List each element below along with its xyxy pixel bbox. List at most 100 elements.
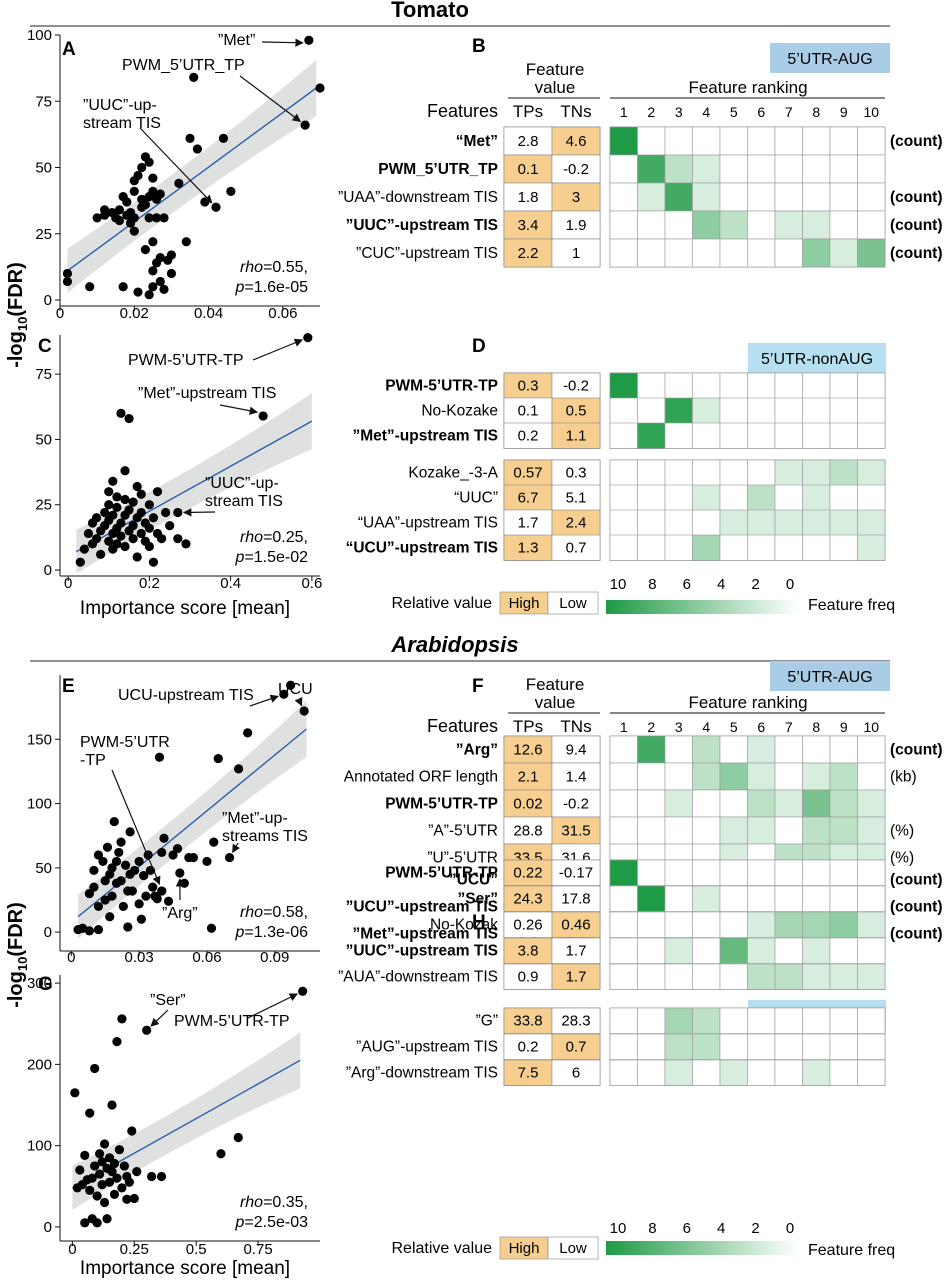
legend-scale-label: 0 — [786, 1220, 794, 1237]
annotation-line: streams TIS — [222, 828, 308, 845]
heatmap-cell — [802, 534, 831, 561]
heatmap-cell — [857, 459, 886, 486]
heatmap-cell — [664, 735, 693, 764]
heatmap-cell — [637, 372, 666, 399]
heatmap-cell — [692, 963, 721, 990]
col-header-tps: TPs — [513, 717, 543, 736]
heatmap-cell — [829, 126, 858, 156]
heatmap-cell — [829, 238, 858, 268]
x-tick-label: 0.06 — [192, 949, 221, 966]
data-point — [108, 476, 118, 486]
heatmap-cell — [637, 762, 666, 791]
data-point — [117, 1183, 127, 1193]
heatmap-cell — [747, 238, 776, 268]
svg-text:-log10(FDR): -log10(FDR) — [5, 902, 30, 1008]
data-point — [315, 83, 325, 93]
data-point — [152, 487, 163, 497]
data-point — [129, 186, 139, 196]
tn-value: -0.2 — [563, 161, 589, 178]
annotation-arrow — [232, 842, 240, 854]
heatmap-cell — [664, 509, 693, 536]
x-tick-label: 0 — [56, 305, 64, 322]
data-point — [130, 865, 140, 876]
heatmap-cell — [774, 397, 803, 424]
p-value: =1.6e-05 — [244, 279, 308, 296]
data-point — [148, 513, 159, 523]
tn-value: 6 — [572, 1064, 580, 1081]
data-point — [112, 492, 122, 502]
tn-value: 3 — [572, 189, 580, 206]
data-point — [136, 507, 146, 518]
heatmap-cell — [857, 238, 886, 268]
rho-symbol: rho — [240, 529, 263, 546]
heatmap-cell — [692, 422, 721, 449]
heatmap-cell — [829, 885, 858, 912]
heatmap-cell — [802, 1059, 831, 1086]
rank-label: 5 — [730, 104, 738, 120]
y-tick-label: 25 — [35, 497, 52, 514]
rank-label: 2 — [647, 719, 655, 735]
tp-value-cell — [503, 859, 553, 886]
tn-value: 2.4 — [566, 514, 587, 531]
data-point — [109, 816, 119, 827]
data-point — [99, 1139, 110, 1149]
stat-rho: rho=0.35, — [240, 1194, 308, 1211]
feature-row: PWM-5’UTR-TP 0.22 -0.17 — [385, 859, 886, 886]
data-point — [168, 850, 178, 860]
data-point — [112, 1037, 122, 1047]
tp-value-cell — [503, 182, 553, 212]
feature-label: ”Ser” — [458, 890, 499, 907]
heatmap-cell — [664, 210, 693, 240]
heatmap-cell — [774, 182, 803, 212]
heatmap-cell — [829, 459, 858, 486]
feature-row: ”UUC”-upstream TIS 3.4 1.9 (count) — [346, 210, 943, 240]
heatmap-cell — [692, 859, 721, 886]
rho-value: =0.55, — [263, 259, 308, 276]
tn-value-cell — [551, 937, 601, 964]
feature-label: “UCU”-upstream TIS — [346, 539, 498, 556]
data-point — [109, 1189, 120, 1199]
tp-value-cell — [503, 154, 553, 184]
stat-p: p=1.5e-02 — [234, 549, 308, 566]
data-point — [100, 507, 110, 518]
data-point — [226, 186, 236, 196]
data-point — [100, 895, 110, 905]
data-point — [188, 852, 198, 863]
heatmap-cell — [774, 937, 803, 964]
heatmap-cell — [774, 1059, 803, 1086]
feature-label: PWM-5’UTR-TP — [385, 377, 498, 394]
legend-low-label: Low — [559, 595, 587, 612]
feature-unit: (%) — [890, 822, 914, 839]
y-tick-label: 75 — [35, 93, 52, 110]
section-title-tomato: Tomato — [391, 0, 469, 22]
heatmap-cell — [829, 1033, 858, 1060]
heatmap-cell — [747, 126, 776, 156]
feature-label: ”UCU” — [449, 871, 498, 888]
condition-tag-label: 5’UTR-AUG — [787, 669, 872, 686]
rho-symbol: rho — [240, 259, 263, 276]
data-point — [132, 481, 142, 492]
panel-letter-h: H — [472, 912, 486, 933]
heatmap-cell — [609, 238, 638, 268]
heatmap-cell — [637, 789, 666, 818]
tn-value: 1.1 — [566, 427, 587, 444]
heatmap-cell — [747, 963, 776, 990]
data-point — [175, 868, 185, 878]
tn-value: 1.9 — [566, 217, 587, 234]
data-point — [141, 891, 151, 901]
heatmap-cell — [692, 182, 721, 212]
tn-value: 0.46 — [561, 916, 590, 933]
tp-value: 1.8 — [518, 189, 539, 206]
heatmap-cell — [802, 397, 831, 424]
heatmap-cell — [692, 238, 721, 268]
data-point — [136, 528, 146, 539]
heatmap-cell — [774, 963, 803, 990]
heatmap-cell — [774, 509, 803, 536]
tn-value: 5.1 — [566, 489, 587, 506]
tp-value-cell — [503, 1033, 553, 1060]
data-point — [144, 157, 154, 167]
legend-scale-label: 6 — [683, 576, 691, 593]
heatmap-cell — [774, 484, 803, 511]
data-point — [174, 178, 184, 188]
